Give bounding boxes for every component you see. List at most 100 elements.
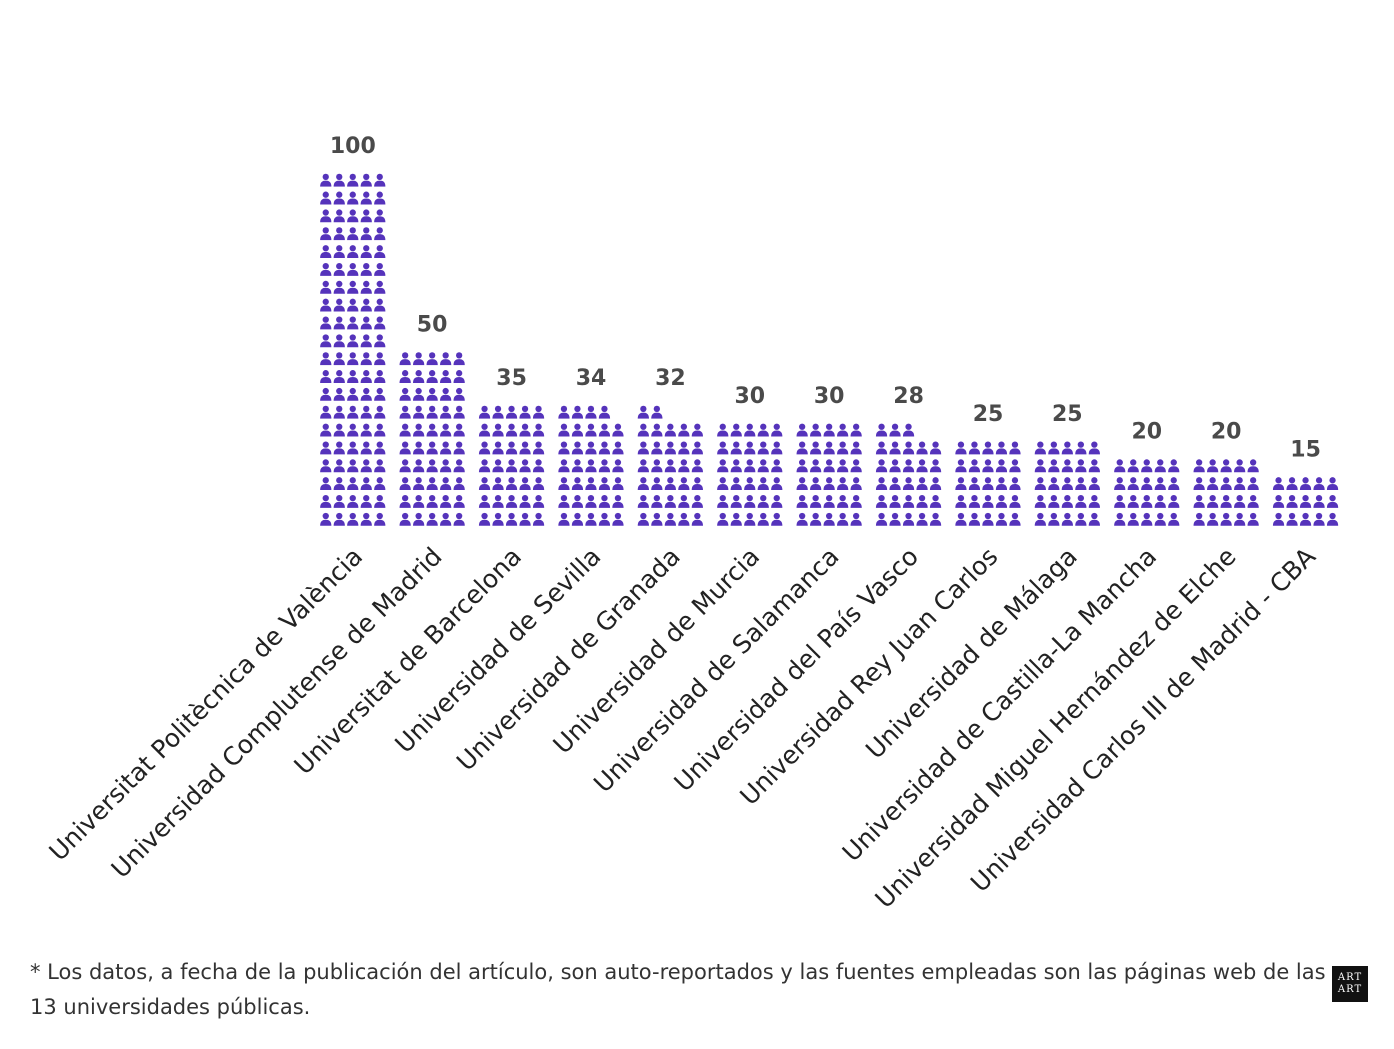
person-icon [664, 477, 676, 491]
person-icon [399, 387, 411, 401]
person-icon [333, 441, 345, 455]
person-icon [1168, 477, 1180, 491]
person-icon [1009, 441, 1021, 455]
person-icon [1061, 441, 1073, 455]
person-icon [347, 495, 359, 508]
person-icon [360, 298, 372, 312]
value-label: 30 [734, 384, 765, 409]
person-icon [1299, 512, 1312, 526]
person-icon [1286, 512, 1298, 526]
person-icon [796, 441, 808, 455]
person-icon [1154, 477, 1166, 491]
person-icon [320, 459, 332, 473]
person-icon [426, 423, 438, 437]
person-icon [426, 405, 438, 419]
person-icon [837, 495, 849, 508]
person-icon [519, 477, 531, 491]
person-icon [902, 495, 915, 508]
value-label: 34 [576, 366, 607, 391]
person-icon [1313, 512, 1325, 526]
person-icon [347, 387, 359, 401]
person-icon [360, 387, 372, 401]
person-icon [333, 370, 345, 383]
person-icon [320, 405, 332, 419]
person-icon [717, 477, 729, 491]
person-icon [492, 512, 504, 526]
person-icon [889, 477, 901, 491]
person-icon [374, 334, 386, 348]
person-icon [598, 495, 611, 508]
person-icon [374, 405, 386, 419]
bar-12 [1193, 459, 1259, 526]
person-icon [1207, 459, 1219, 473]
person-icon [585, 495, 597, 508]
person-icon [717, 441, 729, 455]
person-icon [585, 423, 597, 437]
person-icon [532, 459, 545, 473]
person-icon [889, 512, 901, 526]
person-icon [374, 512, 386, 526]
person-icon [730, 459, 742, 473]
person-icon [664, 441, 676, 455]
person-icon [902, 459, 915, 473]
value-label: 25 [1052, 402, 1083, 427]
person-icon [413, 477, 425, 491]
person-icon [558, 423, 570, 437]
person-icon [347, 405, 359, 419]
person-icon [453, 459, 465, 473]
person-icon [478, 405, 491, 419]
person-icon [1075, 495, 1087, 508]
person-icon [1272, 477, 1285, 491]
person-icon [982, 512, 994, 526]
person-icon [744, 477, 756, 491]
person-icon [1114, 477, 1126, 491]
person-icon [333, 405, 345, 419]
person-icon [664, 495, 676, 508]
person-icon [757, 477, 769, 491]
person-icon [399, 495, 411, 508]
person-icon [637, 405, 649, 419]
person-icon [757, 512, 769, 526]
person-icon [744, 459, 756, 473]
person-icon [1088, 477, 1100, 491]
person-icon [1034, 495, 1046, 508]
person-icon [1009, 512, 1021, 526]
person-icon [889, 495, 901, 508]
value-label: 30 [814, 384, 845, 409]
person-icon [902, 477, 915, 491]
person-icon [691, 441, 703, 455]
person-icon [1299, 477, 1312, 491]
person-icon [347, 245, 359, 258]
person-icon [505, 512, 518, 526]
person-icon [837, 512, 849, 526]
person-icon [823, 495, 835, 508]
person-icon [598, 512, 611, 526]
person-icon [1141, 459, 1153, 473]
person-icon [399, 477, 411, 491]
person-icon [1193, 512, 1205, 526]
person-icon [374, 316, 386, 330]
person-icon [929, 477, 942, 491]
person-icon [1088, 441, 1100, 455]
person-icon [347, 477, 359, 491]
person-icon [995, 512, 1008, 526]
person-icon [612, 495, 624, 508]
person-icon [426, 387, 438, 401]
person-icon [1127, 477, 1139, 491]
value-label: 32 [655, 366, 686, 391]
category-label: Universidad Complutense de Madrid [106, 542, 448, 884]
person-icon [955, 512, 967, 526]
logo-line-2: ART [1337, 984, 1363, 995]
person-icon [823, 459, 835, 473]
person-icon [399, 352, 411, 366]
pictogram-chart: 100 50 35 34 32 30 30 28 25 25 20 20 15 Universitat … [43, 134, 1339, 914]
person-icon [995, 459, 1008, 473]
person-icon [916, 459, 928, 473]
person-icon [968, 459, 981, 473]
person-icon [320, 370, 332, 383]
person-icon [478, 423, 491, 437]
person-icon [1154, 495, 1166, 508]
person-icon [598, 441, 611, 455]
person-icon [347, 298, 359, 312]
person-icon [585, 459, 597, 473]
